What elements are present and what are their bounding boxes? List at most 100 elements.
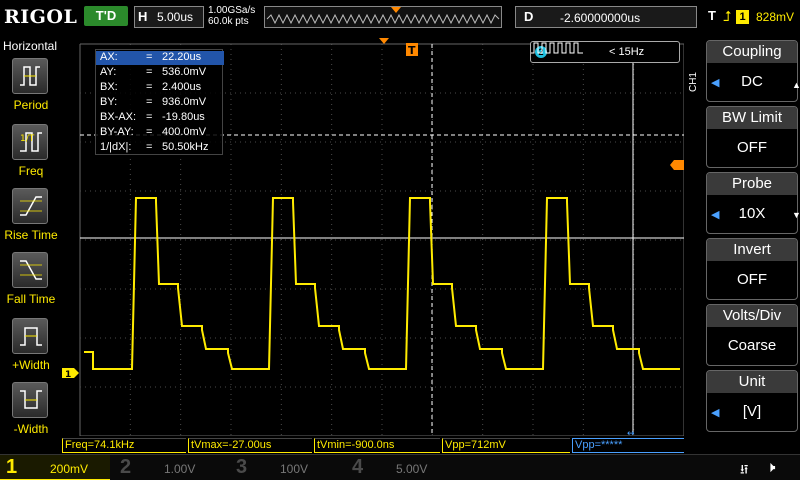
measure-period-label: Period — [13, 98, 49, 112]
menu-unit-value: [V] — [742, 403, 762, 420]
menu-page-up-icon: ▲ — [792, 80, 800, 90]
cursor-value: 936.0mV — [162, 96, 207, 108]
menu-invert[interactable]: Invert OFF — [706, 238, 798, 300]
cursor-eq: = — [146, 51, 153, 63]
sample-rate: 1.00GSa/s — [208, 5, 256, 16]
menu-channel-tag: CH1 — [688, 72, 699, 93]
measure-category-title: Horizontal — [3, 39, 58, 53]
usb-icon: ⭿ — [740, 462, 749, 477]
menu-unit-title: Unit — [707, 371, 797, 393]
menu-left-arrow-icon: ◀ — [711, 407, 720, 419]
measurement-tvmin[interactable]: tVmin=-900.0ns — [314, 438, 440, 453]
cursor-key: BX: — [100, 81, 118, 93]
cursor-eq: = — [146, 96, 153, 108]
cursor-row-ay: AY: = 536.0mV — [96, 66, 224, 80]
cursor-value: -19.80us — [162, 111, 205, 123]
menu-bw-limit[interactable]: BW Limit OFF — [706, 106, 798, 168]
channel-1-number: 1 — [6, 456, 18, 478]
measure-fall-time-label: Fall Time — [6, 292, 56, 306]
measure-period[interactable]: Period — [0, 58, 62, 120]
menu-coupling[interactable]: Coupling ◀ DC — [706, 40, 798, 102]
measurement-vpp-ch2[interactable]: Vpp=***** — [572, 438, 684, 453]
channel-3-number: 3 — [236, 456, 248, 478]
rise-time-icon — [12, 188, 48, 224]
cursor-value: 22.20us — [162, 51, 202, 63]
memory-waveform-icon — [266, 7, 500, 25]
menu-coupling-title: Coupling — [707, 41, 797, 63]
measurement-tvmax[interactable]: tVmax=-27.00us — [188, 438, 312, 453]
trigger-source: 1 — [736, 10, 749, 24]
channel-2[interactable]: 2 1.00V — [114, 455, 226, 480]
menu-left-arrow-icon: ◀ — [711, 209, 720, 221]
trigger-position-label: T — [408, 44, 416, 57]
menu-bw-limit-value: OFF — [737, 139, 767, 156]
menu-volts-div-title: Volts/Div — [707, 305, 797, 327]
measure-freq[interactable]: 1/T Freq — [0, 124, 62, 186]
channel-1[interactable]: 1 200mV — [0, 455, 110, 480]
measurement-freq[interactable]: Freq=74.1kHz — [62, 438, 186, 453]
menu-volts-div[interactable]: Volts/Div Coarse — [706, 304, 798, 366]
trigger-position-arrow-icon — [379, 38, 389, 44]
measurement-vpp-ch1[interactable]: Vpp=712mV — [442, 438, 570, 453]
frequency-counter[interactable]: 2 < 15Hz — [530, 41, 680, 63]
horizontal-label: H — [138, 9, 148, 24]
cursor-eq: = — [146, 126, 153, 138]
negative-width-icon — [12, 382, 48, 418]
measure-positive-width[interactable]: +Width — [0, 318, 62, 380]
horizontal-timebase[interactable]: H 5.00us — [134, 6, 204, 28]
delay-readout[interactable]: D -2.60000000us — [515, 6, 697, 28]
measure-fall-time[interactable]: Fall Time — [0, 252, 62, 314]
cursor-eq: = — [146, 81, 153, 93]
waveform-display[interactable]: ↔ T 1 AX: = 22.20us AY: = 536.0mV BX: = — [62, 36, 684, 436]
cursor-eq: = — [146, 141, 153, 153]
cursor-key: AX: — [100, 51, 118, 63]
measure-negative-width-label: -Width — [13, 422, 49, 436]
trigger-position-marker: T — [406, 43, 418, 57]
trigger-level: 828mV — [756, 10, 795, 24]
cursor-value: 50.50kHz — [162, 141, 209, 153]
cursor-row-by: BY: = 936.0mV — [96, 96, 224, 110]
measure-positive-width-label: +Width — [12, 358, 50, 372]
channel-2-number: 2 — [120, 456, 132, 478]
menu-invert-value: OFF — [737, 271, 767, 288]
menu-unit[interactable]: Unit ◀ [V] — [706, 370, 798, 432]
pulse-train-icon — [531, 42, 583, 54]
menu-coupling-value: DC — [741, 73, 763, 90]
channel-bar: 1 200mV 2 1.00V 3 100V 4 5.00V ⭿ 🕨 — [0, 454, 800, 480]
ch1-waveform — [84, 197, 680, 370]
top-status-bar: RIGOL T'D H 5.00us 1.00GSa/s 60.0k pts D… — [0, 0, 800, 36]
svg-text:1/T: 1/T — [20, 134, 35, 144]
cursor-value: 400.0mV — [162, 126, 207, 138]
fall-time-icon — [12, 252, 48, 288]
delay-value: -2.60000000us — [560, 11, 641, 25]
cursor-key: BY: — [100, 96, 118, 108]
menu-probe[interactable]: Probe ◀ 10X — [706, 172, 798, 234]
cursor-value: 2.400us — [162, 81, 202, 93]
measure-negative-width[interactable]: -Width — [0, 382, 62, 444]
memory-overview[interactable] — [264, 6, 502, 28]
trigger-label: T — [708, 8, 716, 23]
channel-4[interactable]: 4 5.00V — [346, 455, 458, 480]
cursor-row-bx: BX: = 2.400us — [96, 81, 224, 95]
menu-left-arrow-icon: ◀ — [711, 77, 720, 89]
menu-probe-title: Probe — [707, 173, 797, 195]
memory-depth: 60.0k pts — [208, 16, 249, 27]
timebase-value: 5.00us — [157, 10, 194, 24]
cursor-row-inv-dx: 1/|dX|: = 50.50kHz — [96, 141, 224, 155]
trigger-readout[interactable]: T ⮥ 1 828mV — [704, 6, 798, 28]
trigger-level-marker-icon — [670, 160, 684, 170]
period-icon — [12, 58, 48, 94]
sampling-info: 1.00GSa/s 60.0k pts — [208, 5, 255, 27]
measure-rise-time[interactable]: Rise Time — [0, 188, 62, 250]
counter-value: < 15Hz — [609, 46, 645, 58]
cursor-eq: = — [146, 111, 153, 123]
positive-width-icon — [12, 318, 48, 354]
speaker-muted-icon[interactable]: 🕨 — [766, 459, 776, 476]
channel-3[interactable]: 3 100V — [230, 455, 342, 480]
run-state-badge[interactable]: T'D — [84, 6, 128, 26]
measurement-bar: Freq=74.1kHz tVmax=-27.00us tVmin=-900.0… — [62, 436, 684, 454]
menu-volts-div-value: Coarse — [727, 337, 777, 354]
cursor-value: 536.0mV — [162, 66, 207, 78]
cursor-key: BX-AX: — [100, 111, 137, 123]
menu-bw-limit-title: BW Limit — [707, 107, 797, 129]
